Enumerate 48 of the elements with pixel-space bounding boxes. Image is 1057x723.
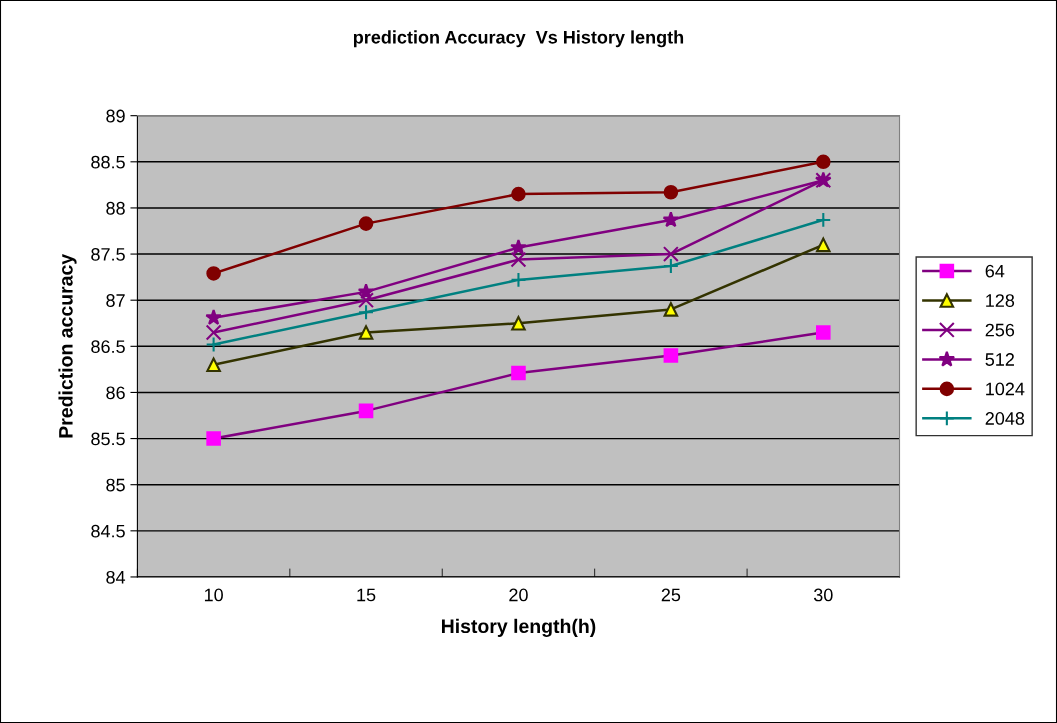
x-tick-label: 30 — [813, 588, 833, 602]
x-tick-label: 15 — [357, 588, 376, 602]
point — [816, 237, 831, 253]
legend-label: 128 — [986, 294, 1015, 307]
point — [510, 251, 527, 268]
point — [662, 246, 679, 263]
y-tick-label: 84 — [106, 570, 126, 584]
point — [358, 292, 375, 309]
point — [511, 315, 526, 331]
point — [510, 271, 527, 288]
y-tick-label: 88 — [106, 201, 125, 215]
y-tick-label: 84.5 — [91, 524, 125, 538]
y-tick-label: 87 — [106, 294, 125, 307]
point — [816, 154, 831, 170]
x-tick-label: 10 — [204, 588, 223, 602]
y-tick-label: 89 — [106, 109, 125, 123]
point — [205, 309, 222, 325]
legend-label: 512 — [985, 353, 1014, 366]
y-tick-label: 87.5 — [91, 248, 125, 261]
x-tick-label: 20 — [509, 588, 528, 602]
y-tick-label: 88.5 — [91, 155, 125, 169]
y-tick-label: 85.5 — [91, 432, 125, 446]
point — [663, 184, 679, 200]
legend-label: 1024 — [986, 382, 1025, 396]
point — [206, 357, 221, 373]
point — [358, 304, 375, 321]
legend-label: 64 — [985, 264, 1005, 278]
y-tick-label: 86 — [106, 386, 125, 400]
y-tick-label: 86.5 — [91, 340, 125, 354]
legend-label: 256 — [985, 323, 1015, 337]
point — [358, 216, 374, 231]
point — [662, 258, 679, 275]
chart-title: prediction Accuracy Vs History length — [353, 30, 684, 48]
point — [663, 302, 679, 317]
point — [357, 283, 375, 300]
point — [206, 266, 221, 281]
point — [205, 336, 222, 353]
point — [358, 325, 374, 340]
point — [815, 211, 832, 228]
point — [205, 324, 222, 341]
legend-label: 2048 — [985, 412, 1025, 425]
x-axis-title: History length(h) — [441, 618, 596, 637]
point — [510, 238, 527, 255]
point — [511, 186, 526, 202]
y-axis-title: Prediction accuracy — [58, 254, 77, 438]
point — [662, 211, 680, 228]
y-tick-label: 85 — [106, 478, 125, 492]
x-tick-label: 25 — [661, 588, 681, 602]
